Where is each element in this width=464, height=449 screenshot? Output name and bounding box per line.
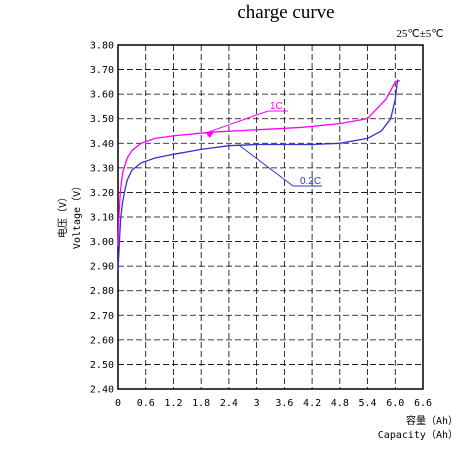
annotation-leader-1C [205,110,269,134]
annotation-label-1C: 1C [270,101,283,112]
y-tick-label: 2.70 [90,311,114,322]
y-tick-label: 3.20 [90,188,114,199]
y-tick-label: 3.60 [90,90,114,101]
x-tick-label: 3.6 [275,398,293,409]
x-tick-label: 6.0 [386,398,404,409]
x-axis-label-en: Capacity（Ah） [378,429,458,441]
x-tick-label: 3 [254,398,260,409]
series-line-0-2C [117,79,399,272]
y-tick-labels: 2.40 2.50 2.60 2.70 2.80 2.90 3.00 3.10 3.20 3.30… [90,41,114,396]
y-tick-label: 3.30 [90,163,114,174]
y-tick-label: 2.60 [90,335,114,346]
chart-title: charge curve [237,2,334,23]
series-annotations: 1C 0.2C [205,101,322,187]
y-tick-label: 3.00 [90,237,114,248]
y-axis-label-cn: 电压（V） [56,192,69,238]
y-tick-label: 3.80 [90,41,114,52]
y-tick-label: 3.40 [90,139,114,150]
y-tick-label: 2.80 [90,286,114,297]
y-tick-label: 3.70 [90,65,114,76]
x-tick-label: 2.4 [220,398,238,409]
annotation-arrow-1C [205,132,214,138]
y-tick-label: 3.50 [90,114,114,125]
x-tick-label: 1.8 [192,398,210,409]
annotation-label-0-2C: 0.2C [300,176,321,187]
annotation-leader-0-2C [237,144,294,187]
x-tick-label: 0.6 [137,398,155,409]
x-axis-label-cn: 容量（Ah） [406,414,458,427]
x-tick-labels: 0 0.6 1.2 1.8 2.4 3 3.6 4.2 4.8 5.4 6.0 6.6 [115,398,432,409]
grid-lines [118,45,423,389]
y-tick-label: 2.90 [90,262,114,273]
x-tick-label: 1.2 [164,398,182,409]
y-tick-label: 2.50 [90,360,114,371]
y-tick-label: 3.10 [90,213,114,224]
y-axis-label-en: Voltage（V） [71,181,83,249]
x-tick-label: 4.2 [303,398,321,409]
x-tick-label: 4.8 [331,398,349,409]
y-tick-label: 2.40 [90,385,114,396]
x-tick-label: 6.6 [414,398,432,409]
x-tick-label: 0 [115,398,121,409]
x-tick-label: 5.4 [359,398,377,409]
temperature-condition: 25℃±5℃ [396,28,443,40]
series-line-1C [117,79,401,247]
series-lines [117,79,401,272]
